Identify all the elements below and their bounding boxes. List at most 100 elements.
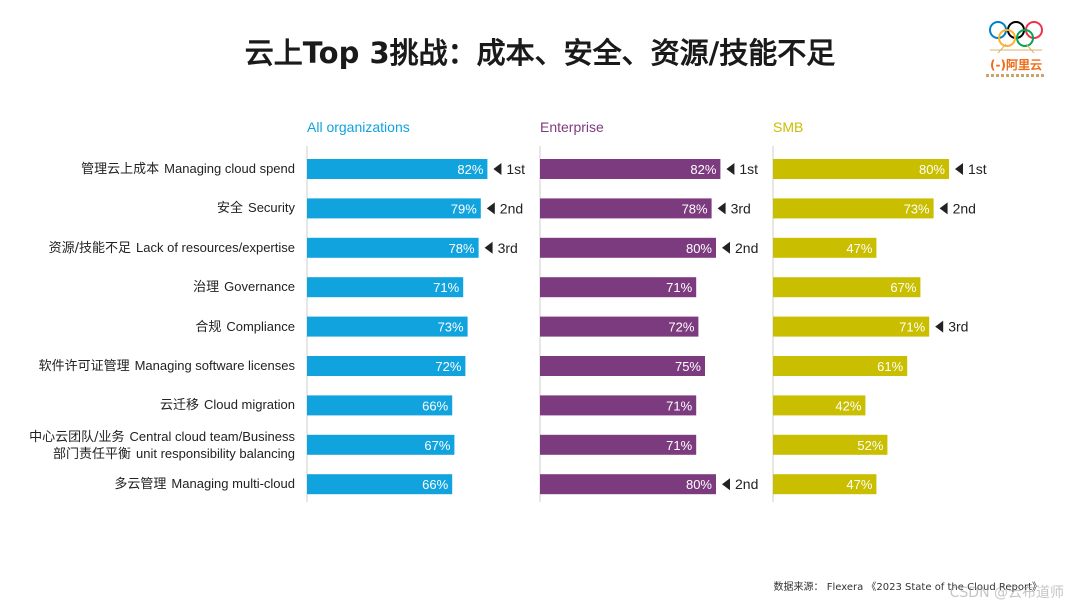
category-label-en: Central cloud team/Business — [129, 428, 295, 444]
series-header: Enterprise — [540, 119, 604, 135]
category-label: 治理 Governance — [5, 278, 295, 296]
data-label: 52% — [857, 438, 883, 453]
category-label: 资源/技能不足 Lack of resources/expertise — [5, 239, 295, 257]
bar — [307, 277, 464, 298]
bar — [773, 198, 934, 219]
data-label: 47% — [846, 241, 872, 256]
rank-label: 1st — [506, 161, 525, 177]
category-label: 安全 Security — [5, 199, 295, 217]
category-label-cn: 安全 — [217, 201, 244, 217]
data-label: 75% — [675, 359, 701, 374]
bar — [540, 434, 697, 455]
category-label-line: 中心云团队/业务 Central cloud team/Business — [5, 429, 295, 446]
series-header: All organizations — [307, 119, 410, 135]
category-label: 软件许可证管理 Managing software licenses — [5, 357, 295, 375]
data-label: 71% — [899, 320, 925, 335]
rank-label: 3rd — [731, 200, 751, 216]
rank-arrow-icon — [722, 241, 730, 254]
rank-arrow-icon — [935, 320, 944, 333]
bar — [307, 474, 453, 495]
alibaba-cloud-logo: (-)阿里云 — [982, 20, 1050, 82]
data-label: 66% — [422, 398, 448, 413]
data-label: 73% — [904, 201, 930, 216]
rank-arrow-icon — [484, 241, 493, 254]
rank-arrow-icon — [486, 202, 495, 215]
brand-mark-icon: (-) — [990, 58, 1006, 72]
rank-arrow-icon — [493, 163, 502, 175]
bar — [540, 395, 697, 416]
bar — [307, 356, 466, 376]
rank-arrow-icon — [722, 478, 730, 491]
data-label: 82% — [457, 162, 483, 177]
data-label: 72% — [668, 320, 694, 335]
data-label: 79% — [451, 201, 477, 216]
category-label-en: unit responsibility balancing — [136, 445, 295, 461]
rank-arrow-icon — [955, 163, 963, 175]
data-label: 80% — [686, 241, 712, 256]
data-label: 71% — [666, 398, 692, 413]
category-label-cn: 合规 — [195, 319, 222, 335]
watermark: CSDN @云布道师 — [949, 585, 1064, 601]
bar — [773, 434, 888, 455]
category-label: 多云管理 Managing multi-cloud — [5, 475, 295, 493]
bar — [773, 474, 877, 495]
data-label: 78% — [449, 241, 475, 256]
category-label-en: Managing cloud spend — [164, 161, 295, 176]
bar — [307, 316, 468, 337]
bar — [773, 395, 866, 416]
bar — [540, 198, 712, 219]
data-label: 78% — [682, 201, 708, 216]
data-label: 47% — [846, 477, 872, 492]
category-label-cn: 多云管理 — [114, 477, 167, 493]
data-source-note: 数据来源： Flexera 《2023 State of the Cloud R… — [773, 582, 1042, 593]
category-label-cn: 资源/技能不足 — [48, 240, 132, 256]
rank-label: 2nd — [953, 200, 976, 216]
rank-label: 2nd — [735, 240, 758, 256]
data-label: 72% — [435, 359, 461, 374]
bar — [540, 277, 697, 298]
data-label: 42% — [835, 398, 861, 413]
data-label: 71% — [666, 280, 692, 295]
bar — [540, 159, 721, 179]
bar — [307, 237, 479, 258]
category-label-en: Compliance — [226, 318, 295, 334]
bar — [773, 277, 921, 298]
category-label-en: Managing software licenses — [134, 358, 295, 373]
rank-arrow-icon — [939, 202, 948, 215]
rank-label: 1st — [968, 161, 987, 177]
category-label-en: Managing multi-cloud — [171, 476, 295, 492]
bar — [540, 316, 699, 337]
brand-tagline-decoration — [986, 74, 1046, 77]
category-label: 中心云团队/业务 Central cloud team/Business 部门责任平… — [5, 429, 295, 463]
category-label-cn: 管理云上成本 — [81, 162, 160, 177]
data-label: 66% — [422, 477, 448, 492]
bar — [540, 356, 705, 376]
rank-label: 2nd — [500, 200, 523, 216]
data-label: 67% — [424, 438, 450, 453]
bar — [773, 237, 877, 258]
bar — [307, 434, 455, 455]
page-title: 云上Top 3挑战：成本、安全、资源/技能不足 — [244, 36, 836, 70]
data-label: 61% — [877, 359, 903, 374]
category-label-line: 部门责任平衡 unit responsibility balancing — [5, 446, 295, 463]
bar — [307, 159, 488, 179]
category-label-en: Governance — [224, 279, 295, 295]
category-label-cn: 软件许可证管理 — [38, 359, 130, 374]
data-label: 80% — [919, 162, 945, 177]
bar — [307, 198, 481, 219]
bar — [773, 316, 930, 337]
brand-text: 阿里云 — [1005, 58, 1042, 72]
data-label: 82% — [690, 162, 716, 177]
data-label: 80% — [686, 477, 712, 492]
category-label-cn: 部门责任平衡 — [53, 446, 132, 462]
category-label-en: Cloud migration — [203, 397, 295, 413]
category-label: 管理云上成本 Managing cloud spend — [5, 160, 295, 178]
bar — [773, 159, 949, 179]
olympic-rings-icon — [989, 21, 1043, 54]
data-label: 71% — [433, 280, 459, 295]
category-label: 合规 Compliance — [5, 318, 295, 336]
data-label: 71% — [666, 438, 692, 453]
category-label: 云迁移 Cloud migration — [5, 396, 295, 414]
rank-label: 3rd — [948, 319, 968, 335]
